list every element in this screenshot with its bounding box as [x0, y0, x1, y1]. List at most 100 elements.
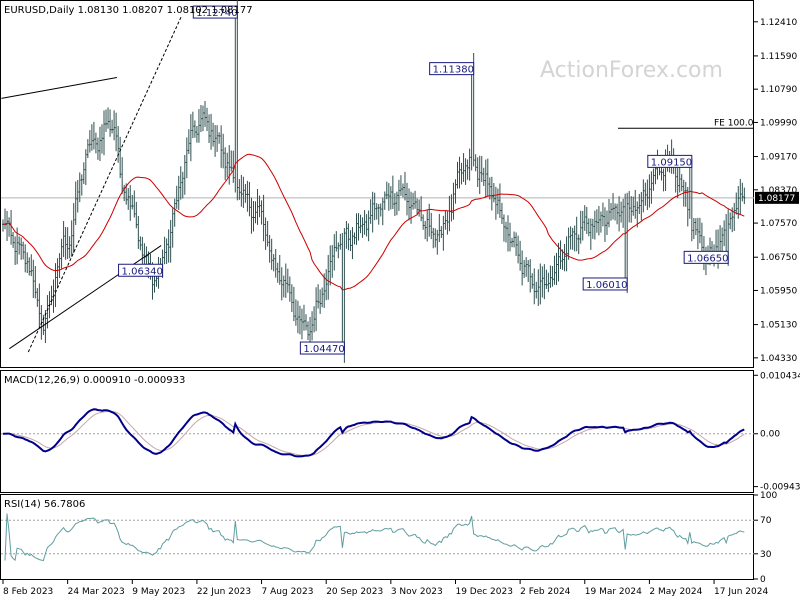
- ohlc-bar: [238, 179, 241, 200]
- price-callout: 1.06010: [582, 277, 628, 291]
- ohlc-bar: [678, 165, 681, 193]
- ohlc-bar: [175, 185, 178, 209]
- ohlc-bar: [20, 237, 23, 260]
- price-tick-label: 1.05130: [760, 321, 797, 331]
- ohlc-bar: [696, 217, 699, 250]
- ohlc-bar: [648, 174, 651, 208]
- ohlc-bar: [401, 183, 404, 198]
- ohlc-bar: [458, 156, 461, 189]
- ohlc-bar: [521, 250, 524, 286]
- ohlc-bar: [242, 176, 245, 208]
- ohlc-bar: [418, 199, 421, 217]
- ohlc-bar: [240, 174, 243, 207]
- ohlc-bar: [504, 221, 507, 243]
- ohlc-bar: [589, 218, 592, 250]
- ohlc-bar: [80, 174, 83, 196]
- ohlc-bar: [634, 189, 637, 219]
- trendline: [9, 245, 162, 350]
- ohlc-bar: [676, 166, 679, 199]
- ohlc-bar: [129, 185, 132, 221]
- ohlc-bar: [454, 179, 457, 204]
- ohlc-bar: [389, 186, 392, 210]
- ohlc-bar: [193, 120, 196, 138]
- ohlc-bar: [597, 206, 600, 236]
- ohlc-bar: [381, 197, 384, 226]
- ohlc-bar: [58, 253, 61, 279]
- ohlc-bar: [636, 201, 639, 228]
- ohlc-bar: [201, 105, 204, 132]
- ohlc-bar: [260, 200, 263, 225]
- ohlc-bar: [509, 222, 512, 252]
- ohlc-bar: [650, 171, 653, 204]
- ohlc-bar: [605, 210, 608, 236]
- price-tick-label: 1.10790: [760, 85, 797, 95]
- time-tick-label: 7 Aug 2023: [262, 587, 314, 597]
- ohlc-bar: [199, 105, 202, 133]
- ohlc-bar: [383, 191, 386, 210]
- ohlc-bar: [349, 230, 352, 252]
- ohlc-bar: [393, 193, 396, 217]
- ohlc-bar: [264, 217, 267, 250]
- ohlc-bar: [10, 209, 13, 245]
- ohlc-bar: [533, 268, 536, 305]
- ohlc-bar: [171, 208, 174, 248]
- time-tick-label: 19 Dec 2023: [455, 587, 512, 597]
- ohlc-bar: [476, 157, 479, 187]
- ohlc-bar: [315, 287, 318, 332]
- ohlc-bar: [181, 171, 184, 199]
- price-callout-label: 1.12740: [196, 8, 237, 19]
- ohlc-bar: [385, 181, 388, 200]
- ohlc-bar: [436, 229, 439, 255]
- ohlc-bar: [90, 124, 93, 151]
- ohlc-bar: [478, 155, 481, 195]
- ohlc-bar: [377, 204, 380, 225]
- ohlc-bar: [460, 162, 463, 185]
- ohlc-bar: [690, 158, 693, 242]
- ohlc-bar: [367, 210, 370, 242]
- ohlc-bar: [133, 190, 136, 218]
- ohlc-bar: [327, 254, 330, 300]
- ohlc-bar: [266, 220, 269, 247]
- ohlc-bar: [692, 217, 695, 240]
- ohlc-bar: [187, 129, 190, 155]
- ohlc-bar: [646, 179, 649, 211]
- macd-tick-label: 0.00: [760, 430, 780, 440]
- ohlc-bar: [119, 136, 122, 179]
- price-tick-label: 1.06750: [760, 253, 797, 263]
- ohlc-bar: [541, 266, 544, 298]
- ohlc-bar: [616, 203, 619, 225]
- ohlc-bar: [507, 215, 509, 252]
- ohlc-bar: [357, 213, 360, 241]
- ohlc-bar: [191, 111, 194, 139]
- ohlc-bar: [30, 254, 33, 277]
- ohlc-bar: [32, 259, 35, 299]
- ohlc-bar: [72, 203, 75, 253]
- ohlc-bar: [105, 109, 108, 132]
- ohlc-bar: [84, 149, 87, 186]
- ohlc-bar: [555, 252, 558, 286]
- price-tick-label: 1.08370: [760, 186, 797, 196]
- ohlc-bar: [539, 263, 542, 305]
- ohlc-bar: [224, 147, 227, 181]
- ohlc-bar: [498, 183, 501, 219]
- ohlc-bar: [369, 199, 372, 224]
- price-callout-group: 1.12740 1.06340 1.04470 1.11380 1.06010 1.091…: [118, 5, 729, 355]
- ohlc-bar: [684, 181, 687, 207]
- ohlc-bar: [375, 203, 378, 220]
- ohlc-bar: [432, 227, 435, 249]
- ohlc-bar: [254, 201, 257, 224]
- ohlc-bar: [325, 269, 328, 301]
- ohlc-bar: [137, 216, 140, 249]
- price-callout-box: [429, 62, 475, 76]
- ohlc-bar: [484, 159, 487, 198]
- ohlc-bar: [288, 276, 291, 302]
- ohlc-bar: [36, 288, 39, 307]
- ohlc-bars: [2, 0, 746, 363]
- ohlc-bar: [456, 161, 459, 189]
- ohlc-bar: [569, 226, 572, 250]
- ohlc-bar: [212, 122, 215, 147]
- ohlc-bar: [662, 168, 665, 192]
- price-callout: 1.12740: [192, 5, 238, 19]
- ohlc-bar: [513, 231, 516, 248]
- ohlc-bar: [189, 114, 192, 162]
